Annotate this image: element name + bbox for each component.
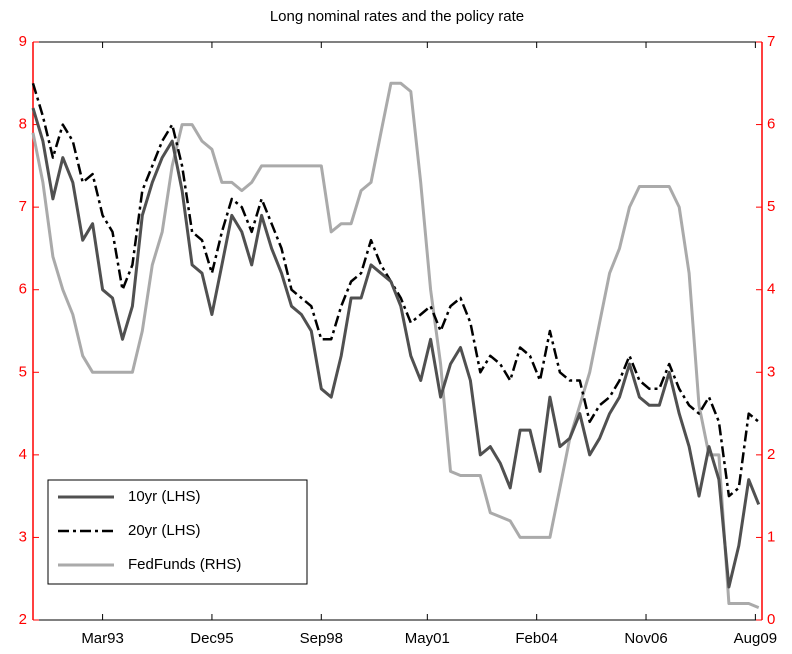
legend-label: 10yr (LHS) xyxy=(128,488,201,505)
y-tick-label: 7 xyxy=(19,198,27,215)
y2-tick-label: 6 xyxy=(767,116,775,133)
y-tick-label: 5 xyxy=(19,363,27,380)
y2-tick-label: 7 xyxy=(767,33,775,50)
y2-tick-label: 1 xyxy=(767,528,775,545)
y2-tick-label: 0 xyxy=(767,611,775,628)
series-line xyxy=(31,107,761,589)
x-tick-label: Dec95 xyxy=(190,630,233,647)
legend-label: 20yr (LHS) xyxy=(128,522,201,539)
y2-tick-label: 3 xyxy=(767,363,775,380)
y-tick-label: 4 xyxy=(19,446,27,463)
y-tick-label: 8 xyxy=(19,116,27,133)
y2-tick-label: 5 xyxy=(767,198,775,215)
chart-title: Long nominal rates and the policy rate xyxy=(270,8,524,25)
x-tick-label: May01 xyxy=(405,630,450,647)
y-tick-label: 3 xyxy=(19,528,27,545)
y-tick-label: 9 xyxy=(19,33,27,50)
x-tick-label: Nov06 xyxy=(624,630,667,647)
x-tick-label: Sep98 xyxy=(300,630,343,647)
y2-tick-label: 2 xyxy=(767,446,775,463)
series-line xyxy=(31,82,760,498)
legend-label: FedFunds (RHS) xyxy=(128,556,241,573)
y-tick-label: 6 xyxy=(19,281,27,298)
x-tick-label: Aug09 xyxy=(734,630,777,647)
series-line xyxy=(31,81,760,609)
x-tick-label: Feb04 xyxy=(515,630,558,647)
y2-tick-label: 4 xyxy=(767,281,775,298)
y-tick-label: 2 xyxy=(19,611,27,628)
x-tick-label: Mar93 xyxy=(81,630,124,647)
